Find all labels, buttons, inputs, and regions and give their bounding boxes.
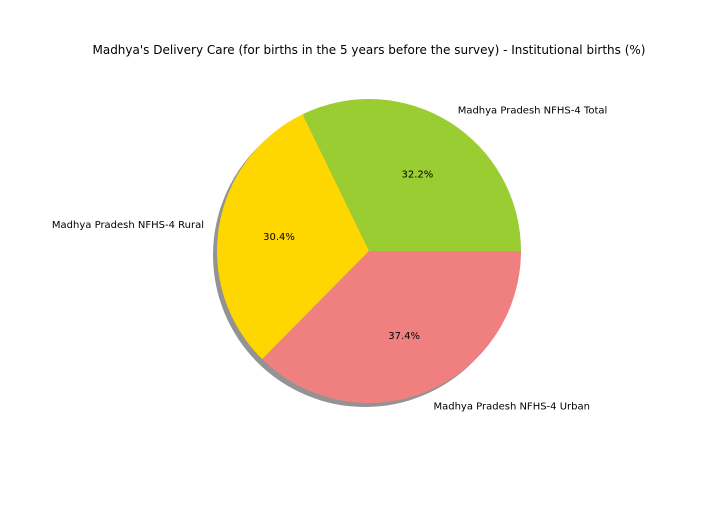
pie-slice-category-label: Madhya Pradesh NFHS-4 Total [458, 105, 608, 116]
pie-slices [216, 99, 522, 403]
pie-slice-pct-label: 37.4% [388, 331, 420, 342]
pie-slice-category-label: Madhya Pradesh NFHS-4 Rural [52, 220, 204, 231]
pie-slice-pct-label: 32.2% [401, 170, 433, 181]
pie-labels: 32.2% Madhya Pradesh NFHS-4 Total 30.4% Mad… [52, 105, 607, 412]
chart-title: Madhya's Delivery Care (for births in th… [92, 43, 645, 57]
pie-slice-0 [302, 99, 522, 251]
pie-slice-2 [262, 251, 521, 403]
pie-slice-category-label: Madhya Pradesh NFHS-4 Urban [433, 401, 589, 412]
pie-slice-1 [216, 114, 369, 360]
pie-slice-pct-label: 30.4% [263, 232, 295, 243]
